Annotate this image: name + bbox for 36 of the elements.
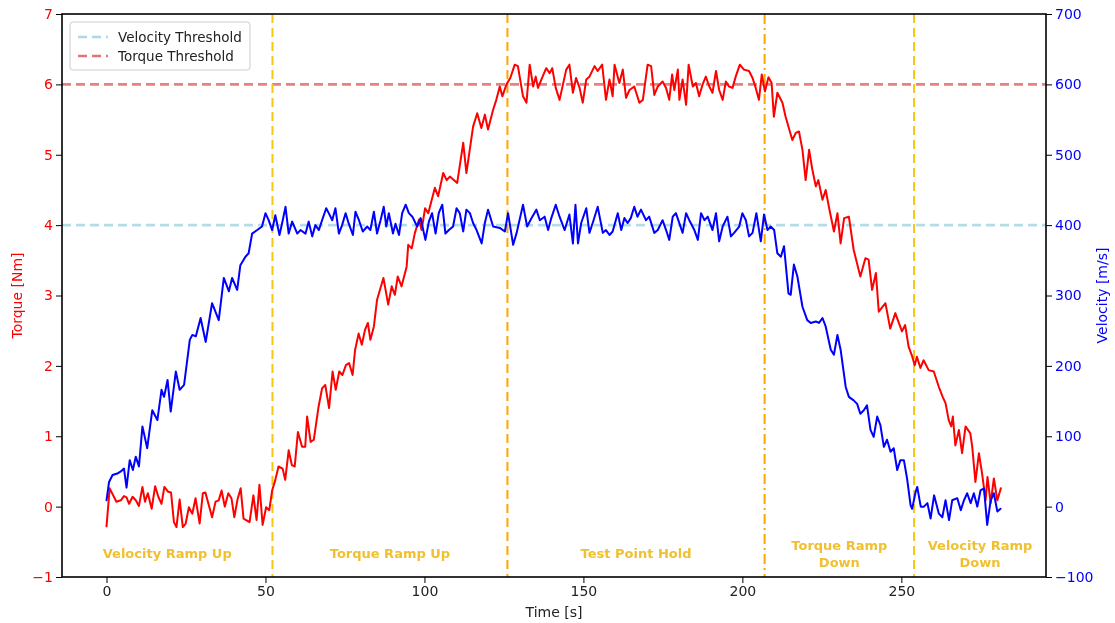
y-tick-label: 1 — [44, 428, 53, 445]
y2-tick-label: 0 — [1055, 498, 1064, 515]
y2-tick-label: 600 — [1055, 76, 1082, 93]
y2-tick-label: 400 — [1055, 217, 1082, 234]
x-tick-label: 50 — [257, 582, 275, 599]
y-tick-label: 5 — [44, 146, 53, 163]
y2-tick-label: 100 — [1055, 428, 1082, 445]
legend-label: Velocity Threshold — [118, 29, 242, 45]
y2-tick-label: 200 — [1055, 357, 1082, 374]
y-tick-label: 7 — [44, 5, 53, 22]
y2-tick-label: 500 — [1055, 146, 1082, 163]
y-tick-label: 6 — [44, 76, 54, 93]
line-series — [105, 63, 1002, 529]
y-tick-label: 0 — [44, 498, 53, 515]
y-tick-label: 2 — [44, 357, 53, 374]
y2-axis-title: Velocity [m/s] — [1094, 247, 1110, 344]
x-tick-label: 100 — [411, 582, 439, 599]
line-series — [105, 203, 1002, 526]
annotation: Torque Ramp Down — [791, 537, 888, 570]
annotation: Velocity Ramp Up — [102, 546, 232, 561]
annotation: Torque Ramp Up — [329, 546, 451, 561]
y-tick-label: −1 — [32, 568, 53, 585]
legend-label: Torque Threshold — [117, 48, 234, 64]
annotation: Velocity Ramp Down — [927, 537, 1033, 570]
y2-tick-label: 300 — [1055, 287, 1082, 304]
x-tick-label: 250 — [888, 582, 916, 599]
y-axis-title: Torque [Nm] — [9, 252, 25, 340]
annotation: Test Point Hold — [580, 546, 692, 561]
y2-tick-label: 700 — [1055, 5, 1082, 22]
x-tick-label: 0 — [102, 582, 112, 599]
y-tick-label: 4 — [44, 217, 54, 234]
x-tick-label: 200 — [729, 582, 757, 599]
y2-tick-label: −100 — [1055, 568, 1094, 585]
x-tick-label: 150 — [570, 582, 598, 599]
x-axis-title: Time [s] — [524, 604, 583, 620]
y-tick-label: 3 — [44, 287, 53, 304]
